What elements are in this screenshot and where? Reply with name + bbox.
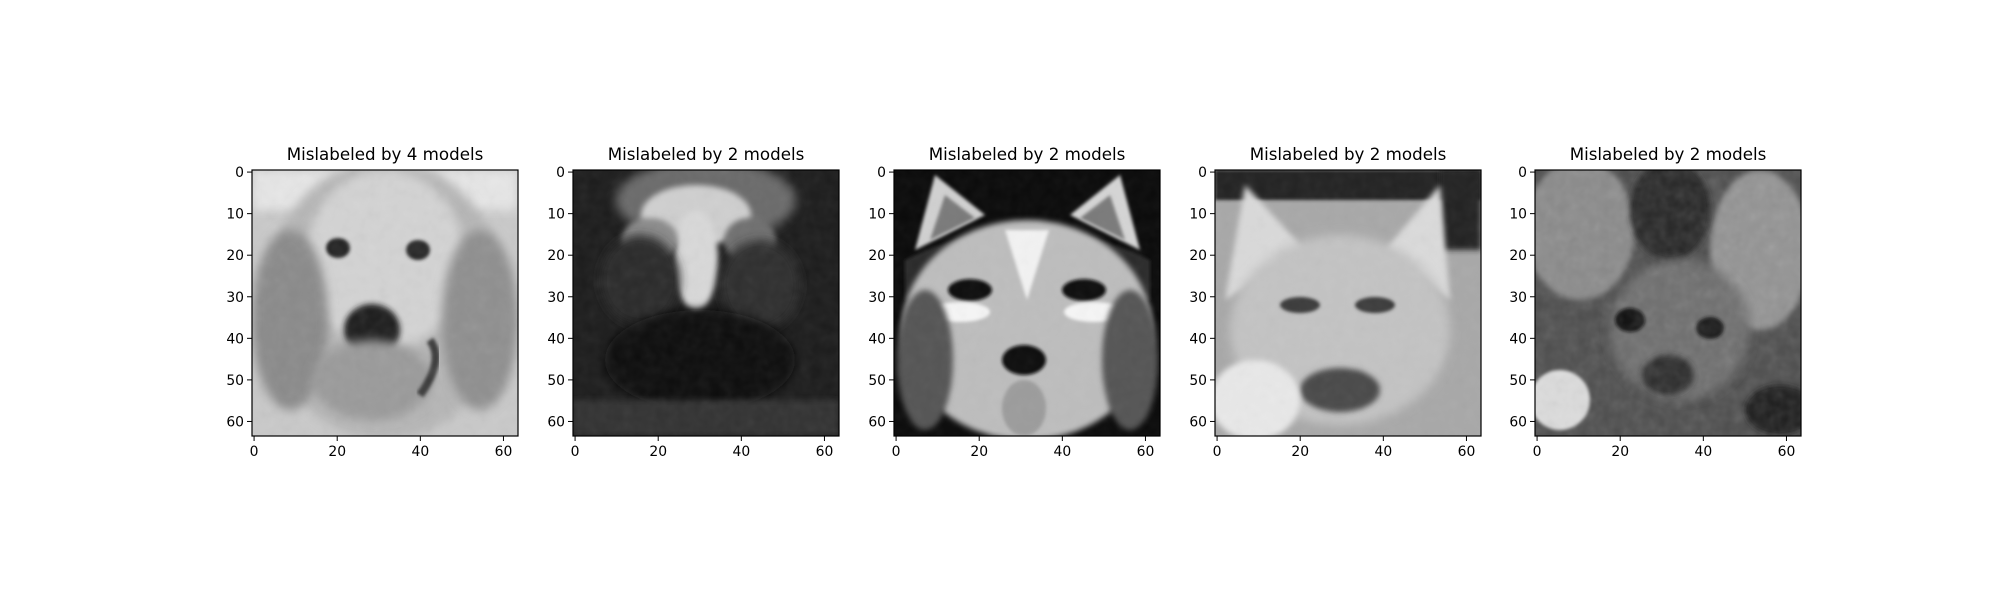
panel-1: Mislabeled by 4 models (251, 144, 519, 437)
x-tick-label: 20 (970, 444, 988, 460)
y-tick-label: 0 (877, 165, 886, 181)
y-tick-label: 10 (1509, 207, 1527, 223)
y-tick-label: 30 (226, 290, 244, 306)
y-tick-label: 50 (1189, 373, 1207, 389)
y-tick-label: 50 (1509, 373, 1527, 389)
y-tick-label: 60 (868, 414, 886, 430)
x-tick-label: 20 (649, 444, 667, 460)
y-tick-label: 30 (1509, 290, 1527, 306)
x-tick-label: 60 (495, 444, 513, 460)
y-tick-label: 0 (556, 165, 565, 181)
y-tick-label: 20 (547, 248, 565, 264)
y-tick-label: 20 (868, 248, 886, 264)
y-tick-label: 0 (1198, 165, 1207, 181)
y-tick-label: 50 (226, 373, 244, 389)
y-tick-label: 20 (226, 248, 244, 264)
x-tick-label: 40 (1694, 444, 1712, 460)
x-tick-label: 0 (892, 444, 901, 460)
y-tick-label: 40 (226, 331, 244, 347)
dog-image (1535, 170, 1801, 436)
x-tick-label: 20 (1291, 444, 1309, 460)
panel-3-axes: 0 20 40 60 0 10 20 30 40 50 60 (868, 165, 1154, 460)
y-tick-label: 20 (1189, 248, 1207, 264)
y-tick-label: 30 (868, 290, 886, 306)
y-tick-label: 60 (226, 414, 244, 430)
panel-title: Mislabeled by 2 models (608, 144, 805, 164)
x-tick-label: 0 (1533, 444, 1542, 460)
y-tick-label: 0 (235, 165, 244, 181)
x-tick-label: 0 (571, 444, 580, 460)
panel-5-axes: 0 20 40 60 0 10 20 30 40 50 60 (1509, 165, 1795, 460)
axes-frame (893, 169, 1161, 437)
y-tick-label: 40 (868, 331, 886, 347)
axes-frame (1534, 169, 1802, 437)
panel-4-axes: 0 20 40 60 0 10 20 30 40 50 60 (1189, 165, 1475, 460)
y-tick-label: 40 (1189, 331, 1207, 347)
panel-3: Mislabeled by 2 models (893, 144, 1161, 437)
y-tick-label: 60 (1509, 414, 1527, 430)
dog-image (252, 170, 518, 436)
x-tick-label: 60 (1458, 444, 1476, 460)
panel-5: Mislabeled by 2 models (1534, 144, 1802, 437)
y-tick-label: 40 (547, 331, 565, 347)
x-tick-label: 20 (1611, 444, 1629, 460)
panel-2-axes: 0 20 40 60 0 10 20 30 40 50 60 (547, 165, 833, 460)
x-tick-label: 0 (250, 444, 259, 460)
y-tick-label: 30 (1189, 290, 1207, 306)
axis-ticks: 0 20 40 60 0 10 20 30 40 50 60 0 20 40 60 0 10 20 30 40 50 60… (226, 165, 1795, 460)
x-tick-label: 40 (732, 444, 750, 460)
y-tick-label: 10 (547, 207, 565, 223)
x-tick-label: 0 (1213, 444, 1222, 460)
y-tick-label: 20 (1509, 248, 1527, 264)
x-tick-label: 60 (1137, 444, 1155, 460)
y-tick-label: 30 (547, 290, 565, 306)
panel-title: Mislabeled by 2 models (1570, 144, 1767, 164)
dog-image (573, 170, 839, 436)
dog-image (894, 170, 1160, 436)
panel-2: Mislabeled by 2 models (572, 144, 840, 437)
panel-1-axes: 0 20 40 60 0 10 20 30 40 50 60 (226, 165, 512, 460)
x-tick-label: 60 (816, 444, 834, 460)
axes-frame (251, 169, 519, 437)
y-tick-label: 50 (868, 373, 886, 389)
x-tick-label: 60 (1778, 444, 1796, 460)
x-tick-label: 40 (1053, 444, 1071, 460)
y-tick-label: 60 (1189, 414, 1207, 430)
dog-image (1215, 170, 1481, 436)
y-tick-label: 10 (226, 207, 244, 223)
y-tick-label: 40 (1509, 331, 1527, 347)
y-tick-label: 60 (547, 414, 565, 430)
x-tick-label: 40 (1374, 444, 1392, 460)
panel-title: Mislabeled by 2 models (929, 144, 1126, 164)
axes-frame (1214, 169, 1482, 437)
y-tick-label: 10 (1189, 207, 1207, 223)
y-tick-label: 0 (1518, 165, 1527, 181)
panel-4: Mislabeled by 2 models (1214, 144, 1482, 437)
y-tick-label: 10 (868, 207, 886, 223)
axes-frame (572, 169, 840, 437)
panel-title: Mislabeled by 2 models (1250, 144, 1447, 164)
y-tick-label: 50 (547, 373, 565, 389)
panel-title: Mislabeled by 4 models (287, 144, 484, 164)
x-tick-label: 40 (411, 444, 429, 460)
x-tick-label: 20 (328, 444, 346, 460)
